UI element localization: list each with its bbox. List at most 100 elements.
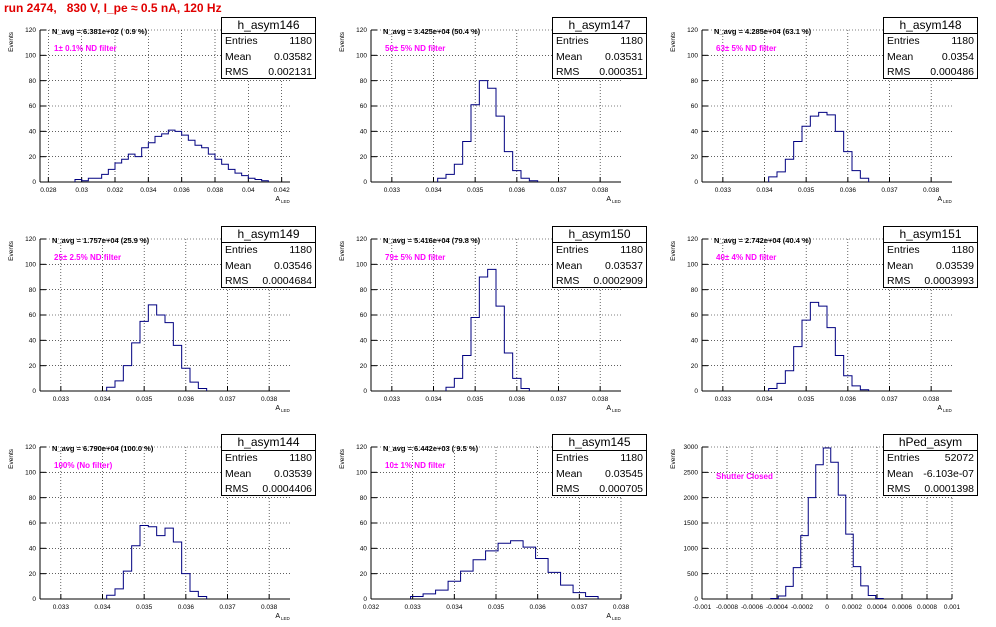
y-tick-label: 0 [32, 596, 36, 603]
histogram-bin [769, 177, 777, 182]
stats-value: 1180 [289, 452, 312, 464]
x-tick-label: 0.0002 [842, 604, 862, 611]
y-tick-label: 40 [360, 338, 368, 345]
histogram-bin [860, 178, 868, 182]
y-tick-label: 80 [691, 78, 699, 85]
x-tick-label: 0.038 [923, 187, 940, 194]
histogram-bin [777, 383, 785, 391]
histogram-plot: -0.001 -0.0008 -0.0006 -0.0004 -0.0002 0 0.000… [670, 444, 961, 611]
histogram-bin [471, 318, 479, 391]
histogram-bin [808, 498, 816, 599]
x-tick-label: 0.034 [446, 604, 463, 611]
y-tick-label: 2000 [684, 495, 699, 502]
histogram-bin [75, 179, 82, 182]
histogram-bin [165, 528, 173, 599]
x-tick-label: 0.034 [94, 604, 111, 611]
x-tick-label: -0.0006 [741, 604, 763, 611]
x-tick-label: 0.036 [509, 187, 526, 194]
stats-label: RMS [225, 483, 249, 495]
stats-value: 1180 [620, 35, 643, 47]
stats-label: Mean [887, 50, 914, 63]
x-tick-label: 0.001 [944, 604, 961, 611]
stats-value: 0.03546 [274, 259, 312, 272]
y-tick-label: 100 [25, 470, 36, 477]
x-tick-label: 0.035 [798, 396, 815, 403]
histogram-bin [786, 586, 794, 599]
stats-value: 0.03531 [605, 50, 643, 63]
stats-row-entries: Entries 1180 [222, 34, 315, 50]
histogram-bin [198, 596, 206, 599]
stats-value: 1180 [289, 35, 312, 47]
x-tick-label: -0.0008 [716, 604, 738, 611]
y-tick-label: 120 [356, 27, 367, 34]
stats-row-entries: Entries 1180 [884, 34, 977, 50]
y-tick-label: 1500 [684, 520, 699, 527]
y-tick-label: 80 [29, 495, 37, 502]
x-tick-label: 0.028 [40, 187, 57, 194]
stats-label: Entries [887, 35, 920, 47]
y-tick-label: 2500 [684, 470, 699, 477]
stats-label: Mean [887, 259, 914, 272]
histogram-bin [182, 135, 189, 182]
filter-label: 40± 4% ND filter [716, 253, 776, 262]
stats-value: 1180 [951, 244, 974, 256]
histogram-outline [768, 301, 870, 391]
histogram-bin [868, 595, 876, 599]
histogram-pad: 0.028 0.03 0.032 0.034 0.036 0.038 0.04 0.042 0 2… [0, 14, 330, 210]
x-tick-label: 0.033 [53, 396, 70, 403]
y-tick-label: 20 [29, 363, 37, 370]
stats-row-entries: Entries 1180 [222, 243, 315, 259]
x-tick-label: 0.033 [715, 396, 732, 403]
histogram-bin [248, 178, 255, 182]
histogram-bin [876, 598, 884, 599]
stats-value: 0.0354 [941, 50, 974, 63]
histogram-bin [513, 171, 521, 182]
stats-row-rms: RMS 0.0003993 [884, 274, 977, 290]
stats-row-rms: RMS 0.0001398 [884, 482, 977, 498]
y-tick-label: 100 [356, 470, 367, 477]
histogram-bin [471, 105, 479, 182]
y-tick-label: 120 [25, 27, 36, 34]
histogram-pad: 0.032 0.033 0.034 0.035 0.036 0.037 0.038 0 20 40… [331, 431, 661, 627]
stats-label: Entries [225, 244, 258, 256]
x-axis-label-subscript: LED [612, 199, 622, 204]
histogram-bin [165, 323, 173, 391]
histogram-bin [132, 546, 140, 599]
histogram-pad: -0.001 -0.0008 -0.0006 -0.0004 -0.0002 0 0.000… [662, 431, 992, 627]
filter-label: 100% (No filter) [54, 461, 113, 470]
x-tick-label: 0.034 [425, 396, 442, 403]
histogram-bin [488, 88, 496, 182]
histogram-bin [846, 534, 854, 599]
histogram-pad: 0.033 0.034 0.035 0.036 0.037 0.038 0 20 40 60 80 1… [0, 431, 330, 627]
histogram-bin [242, 176, 249, 182]
x-tick-label: 0.033 [384, 187, 401, 194]
histogram-bin [827, 328, 835, 391]
histogram-outline [106, 525, 208, 599]
histogram-plot: 0.028 0.03 0.032 0.034 0.036 0.038 0.04 0.042 0 2… [8, 27, 291, 204]
y-tick-label: 0 [694, 596, 698, 603]
stats-row-entries: Entries 1180 [222, 451, 315, 467]
x-tick-label: -0.0002 [791, 604, 813, 611]
y-tick-label: 40 [360, 546, 368, 553]
histogram-bin [262, 181, 269, 182]
navg-label: N_avg = 1.757e+04 (25.9 %) [52, 236, 150, 245]
histogram-bin [823, 448, 831, 599]
histogram-bin [140, 526, 148, 599]
x-tick-label: 0.035 [467, 187, 484, 194]
stats-label: RMS [887, 483, 911, 495]
histogram-bin [182, 368, 190, 391]
histogram-bin [831, 462, 839, 599]
stats-label: RMS [556, 275, 580, 287]
x-tick-label: 0.038 [261, 396, 278, 403]
x-axis-label-subscript: LED [943, 408, 953, 413]
histogram-pad: 0.033 0.034 0.035 0.036 0.037 0.038 0 20 40 60 80 1… [0, 223, 330, 419]
histogram-bin [819, 112, 827, 182]
stats-label: Entries [556, 452, 589, 464]
histogram-plot: 0.033 0.034 0.035 0.036 0.037 0.038 0 20 40 60 80 1… [670, 236, 953, 413]
stats-row-rms: RMS 0.000351 [553, 65, 646, 81]
stats-value: 1180 [620, 452, 643, 464]
y-tick-label: 20 [691, 154, 699, 161]
stats-row-entries: Entries 1180 [553, 34, 646, 50]
histogram-bin [162, 134, 169, 182]
y-tick-label: 40 [360, 129, 368, 136]
